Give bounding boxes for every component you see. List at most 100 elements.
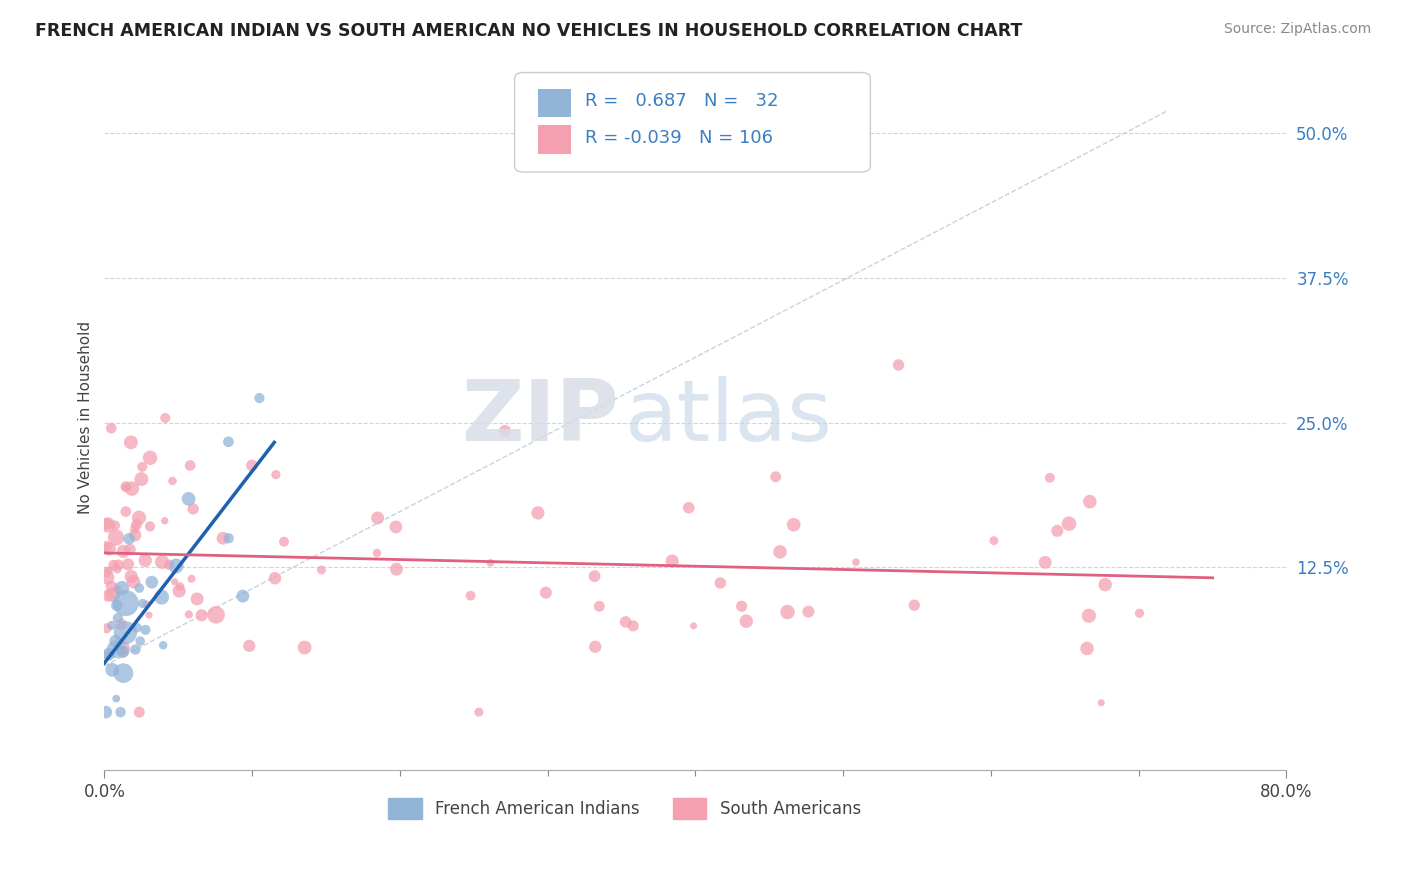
Point [614, 615, 637, 629]
Point [105, 531, 128, 545]
Point [134, 553, 156, 567]
Point [661, 554, 683, 568]
Point [385, 520, 408, 534]
Text: R =   0.687   N =   32: R = 0.687 N = 32 [585, 93, 779, 111]
Point [769, 545, 792, 559]
Point [124, 522, 146, 536]
Point [249, 391, 271, 405]
Point [98, 563, 121, 577]
Point [97, 648, 120, 662]
Point [124, 528, 146, 542]
Point [186, 591, 208, 606]
Point [217, 434, 239, 449]
Point [385, 562, 408, 576]
Point [94, 705, 117, 719]
Point [1094, 577, 1116, 591]
Point [157, 558, 180, 572]
Text: atlas: atlas [624, 376, 832, 458]
Point [1039, 471, 1062, 485]
Point [104, 634, 127, 648]
Point [134, 623, 156, 637]
Point [1128, 606, 1150, 620]
Point [118, 542, 141, 557]
Point [97, 589, 120, 603]
Point [120, 435, 142, 450]
Point [264, 571, 287, 585]
Point [120, 569, 142, 583]
Point [112, 666, 135, 681]
Point [131, 459, 153, 474]
Point [212, 531, 235, 545]
Point [101, 588, 124, 602]
Point [765, 470, 787, 484]
Point [114, 480, 136, 494]
Point [678, 500, 700, 515]
Point [527, 506, 550, 520]
Point [264, 467, 287, 482]
Point [903, 598, 925, 612]
Point [782, 517, 804, 532]
Point [179, 458, 201, 473]
Point [162, 474, 184, 488]
Point [621, 619, 644, 633]
Point [107, 582, 129, 597]
Point [150, 590, 173, 604]
Point [124, 642, 146, 657]
Point [111, 641, 134, 656]
Point [105, 691, 128, 706]
Point [96, 621, 118, 635]
Point [139, 450, 162, 465]
Point [205, 607, 228, 622]
Point [735, 614, 758, 628]
Point [96, 570, 118, 584]
Point [112, 544, 135, 558]
Point [1033, 555, 1056, 569]
Point [129, 634, 152, 648]
Point [181, 501, 204, 516]
Point [118, 532, 141, 546]
Point [588, 599, 610, 614]
Point [468, 705, 491, 719]
Point [163, 574, 186, 589]
Point [115, 505, 138, 519]
Point [167, 584, 190, 599]
Point [682, 619, 704, 633]
Bar [538, 126, 571, 153]
Text: ZIP: ZIP [461, 376, 619, 458]
Point [97, 518, 120, 533]
Point [887, 358, 910, 372]
Point [94, 540, 117, 554]
Point [165, 559, 187, 574]
Point [100, 618, 122, 632]
Point [731, 599, 754, 614]
Point [534, 585, 557, 599]
Point [111, 581, 134, 595]
Point [98, 541, 121, 556]
Point [180, 572, 202, 586]
Point [128, 510, 150, 524]
Point [1078, 494, 1101, 508]
Point [218, 531, 240, 545]
Point [104, 518, 127, 533]
Point [128, 705, 150, 719]
Point [983, 533, 1005, 548]
Point [114, 625, 136, 640]
Point [479, 556, 502, 570]
Bar [538, 89, 571, 117]
Y-axis label: No Vehicles in Household: No Vehicles in Household [79, 320, 93, 514]
Point [177, 491, 200, 506]
Point [103, 558, 125, 572]
FancyBboxPatch shape [515, 72, 870, 172]
Point [114, 596, 136, 610]
Point [1057, 516, 1080, 531]
Point [169, 580, 191, 594]
Point [845, 555, 868, 569]
Point [105, 599, 128, 613]
Point [110, 617, 132, 632]
Point [238, 639, 260, 653]
Point [460, 589, 482, 603]
Point [797, 605, 820, 619]
Point [110, 705, 132, 719]
Point [104, 642, 127, 657]
Point [125, 621, 148, 635]
